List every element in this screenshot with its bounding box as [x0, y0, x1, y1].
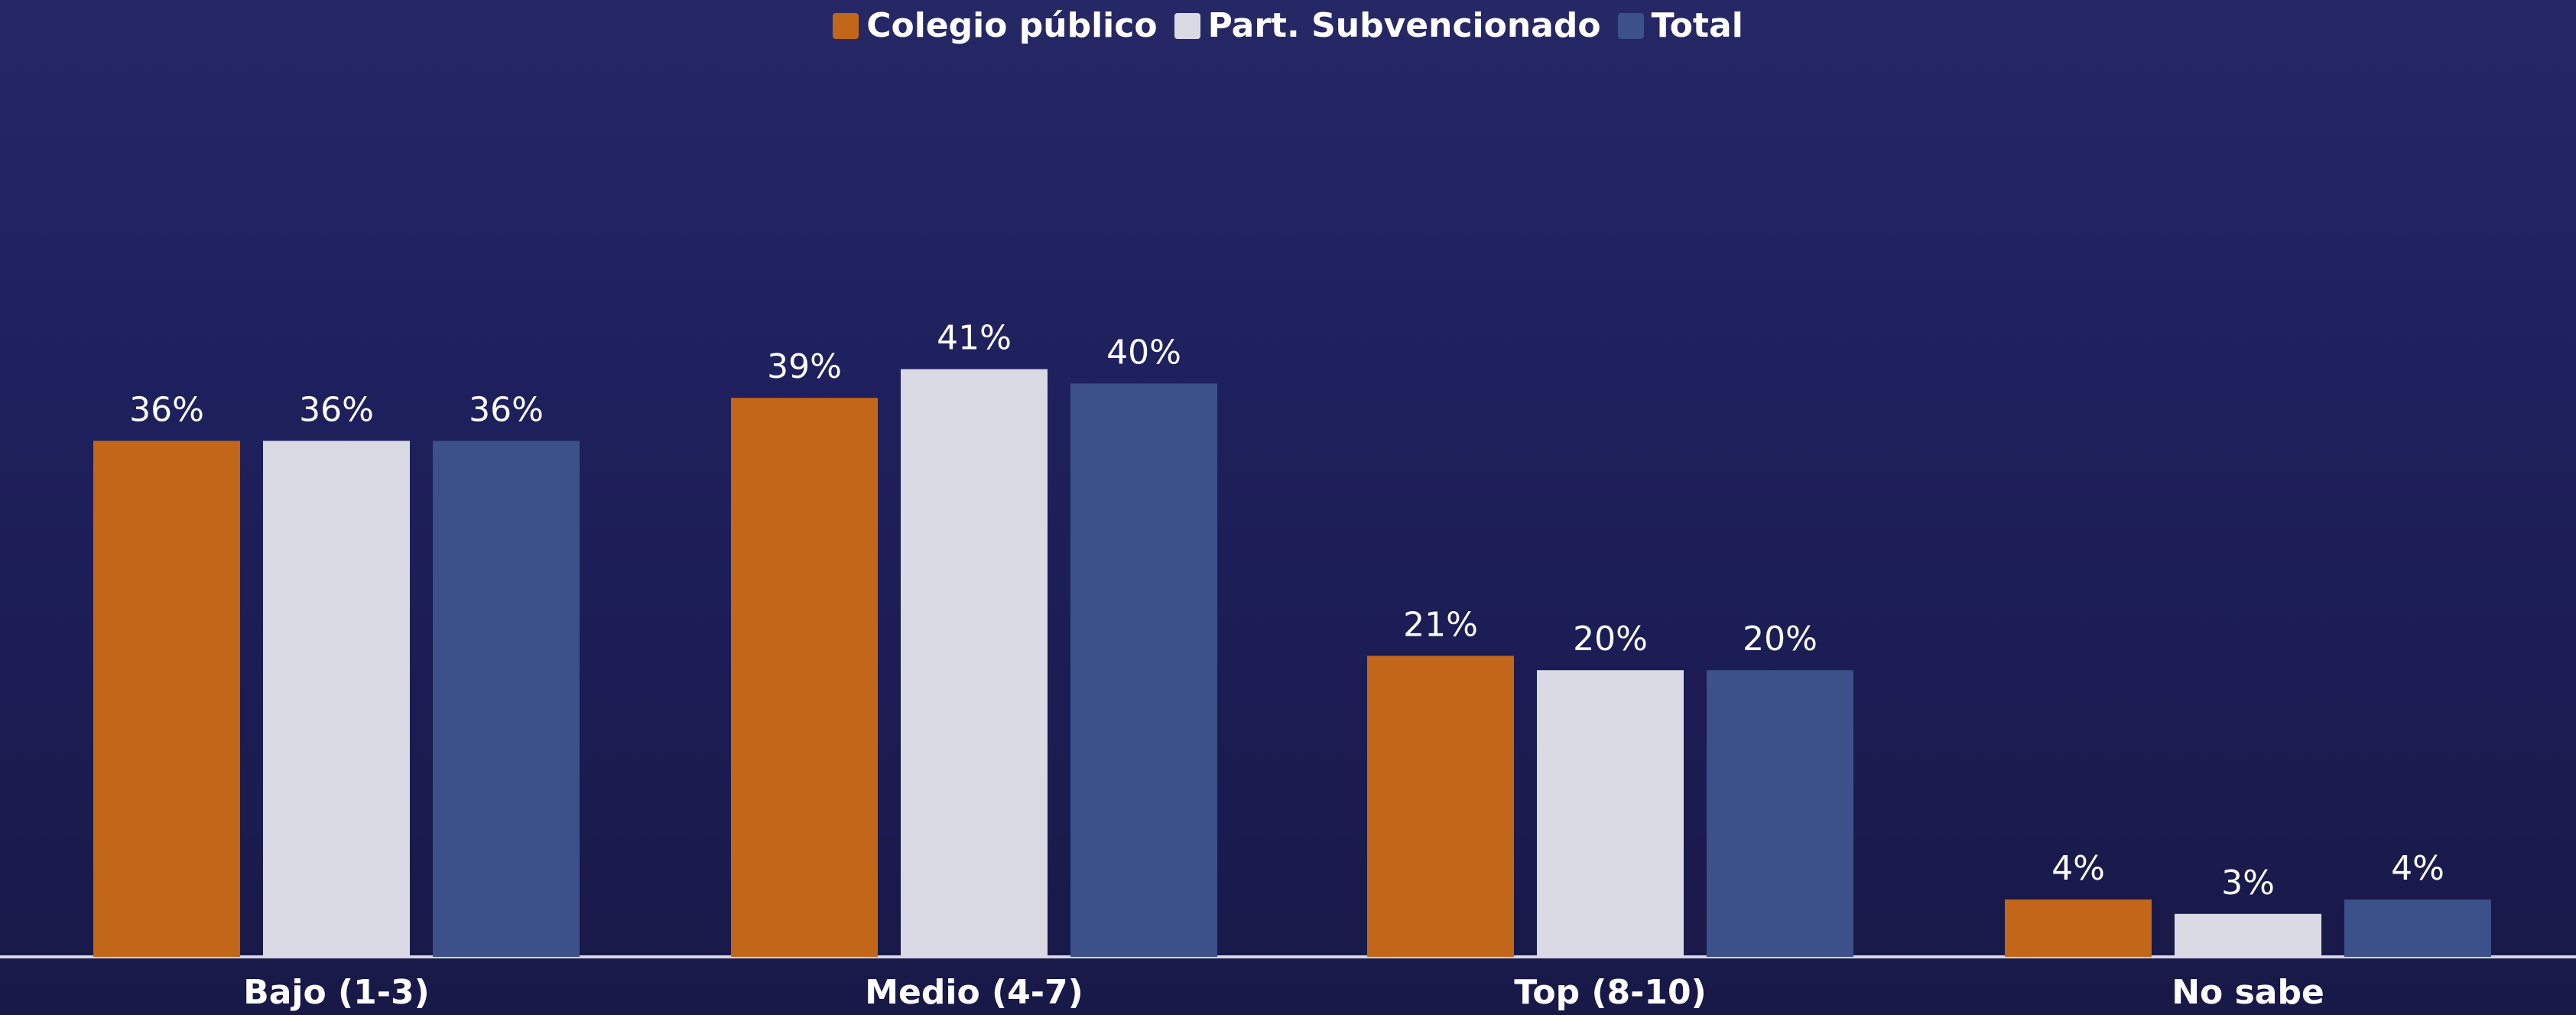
value-label: 40%	[1106, 333, 1181, 372]
x-tick-label: Bajo (1-3)	[243, 973, 430, 1012]
bar	[263, 441, 410, 957]
value-label: 36%	[469, 390, 544, 429]
value-label: 4%	[2391, 849, 2444, 888]
bar	[1070, 383, 1217, 957]
chart-page: Colegio públicoPart. SubvencionadoTotal …	[0, 0, 2576, 1015]
bar	[1707, 670, 1853, 957]
value-label: 21%	[1403, 605, 1478, 644]
bar	[93, 441, 240, 957]
bar	[1537, 670, 1684, 957]
bar	[2344, 900, 2491, 957]
bar	[731, 398, 878, 957]
value-label: 20%	[1573, 620, 1648, 659]
value-label: 4%	[2051, 849, 2105, 888]
value-label: 39%	[767, 347, 842, 386]
value-label: 36%	[299, 390, 374, 429]
chart: Bajo (1-3) 36% 36% 36% Medio (4-7) 39% 41% 40% T…	[0, 0, 2576, 1015]
value-label: 3%	[2221, 864, 2275, 903]
x-tick-label: Medio (4-7)	[865, 973, 1083, 1012]
bar	[2005, 900, 2152, 957]
x-tick-label: No sabe	[2172, 973, 2324, 1012]
value-label: 36%	[129, 390, 204, 429]
x-tick-label: Top (8-10)	[1514, 973, 1707, 1012]
value-label: 20%	[1743, 620, 1817, 659]
bar	[1367, 656, 1514, 957]
bar	[2175, 914, 2321, 957]
bar	[901, 369, 1048, 957]
value-label: 41%	[937, 319, 1012, 358]
bar	[433, 441, 580, 957]
